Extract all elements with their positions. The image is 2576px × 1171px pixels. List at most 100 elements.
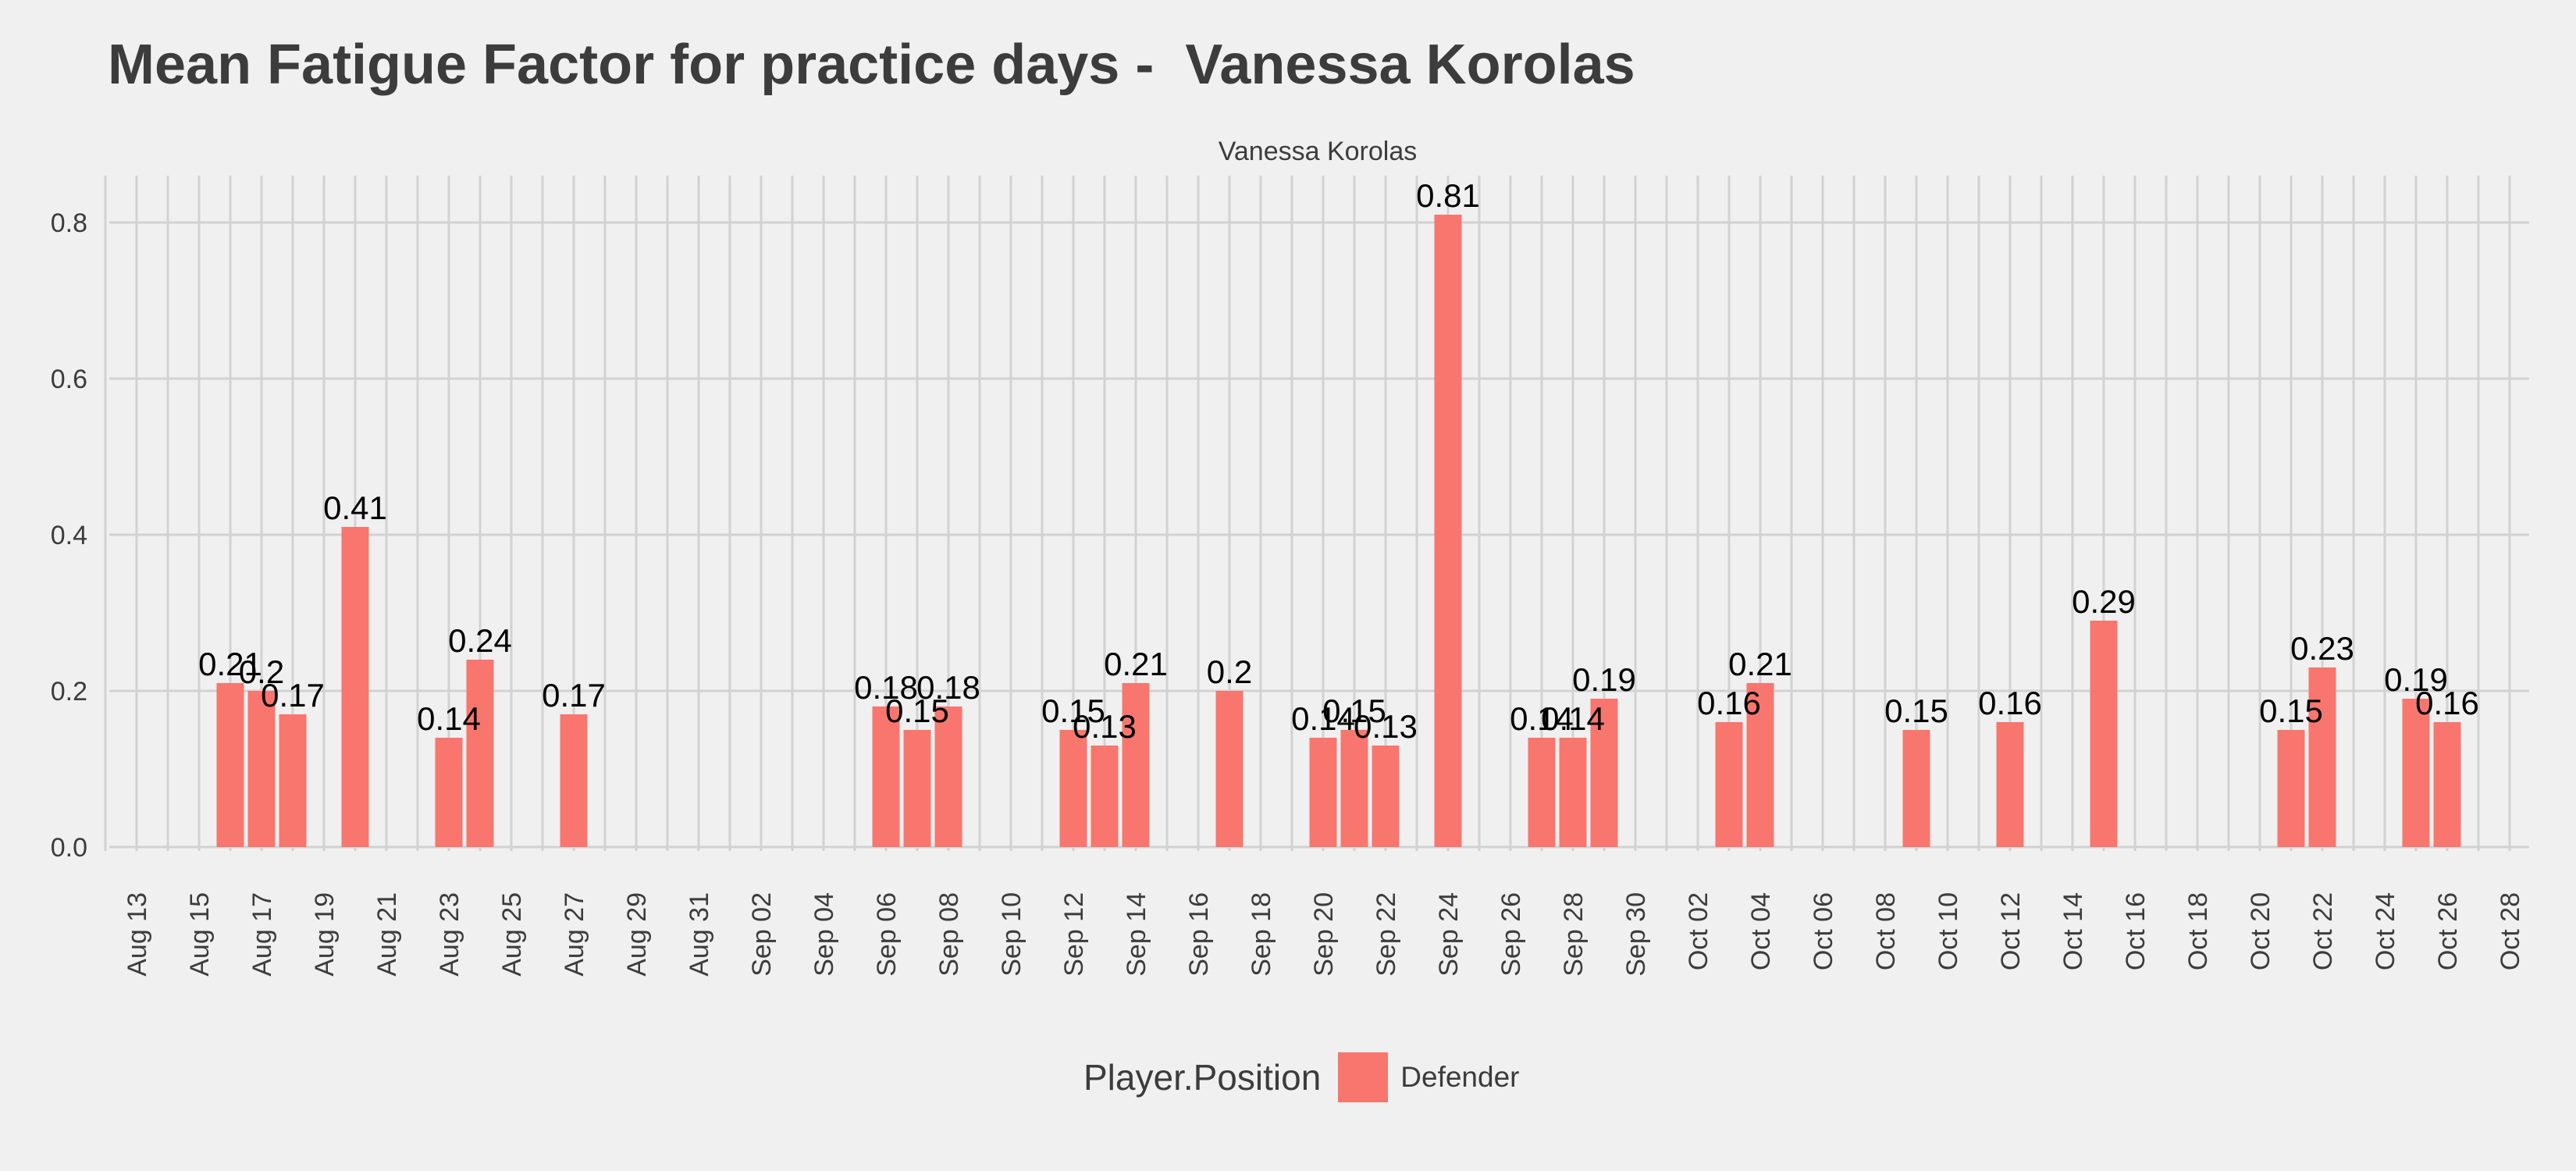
bars (216, 215, 2461, 847)
data-label: 0.15 (1322, 692, 1386, 729)
facet-label: Vanessa Korolas (1219, 137, 1418, 166)
bar (2090, 621, 2118, 847)
x-tick-label: Sep 16 (1184, 892, 1214, 977)
bar (2402, 699, 2430, 847)
bar (560, 714, 588, 847)
bar (1340, 730, 1368, 847)
bar (1528, 738, 1556, 847)
y-tick-label: 0.8 (51, 208, 87, 238)
bar (1309, 738, 1337, 847)
x-tick-label: Aug 29 (622, 892, 652, 977)
bar (435, 738, 463, 847)
data-label: 0.16 (1697, 685, 1761, 721)
x-tick-label: Aug 19 (310, 892, 340, 977)
y-tick-label: 0.4 (51, 521, 87, 550)
data-label: 0.14 (417, 700, 481, 737)
x-tick-label: Aug 27 (560, 892, 589, 977)
x-tick-label: Oct 16 (2121, 892, 2151, 970)
x-tick-label: Aug 17 (247, 892, 277, 977)
x-tick-label: Aug 15 (185, 892, 215, 977)
data-label: 0.14 (1291, 700, 1355, 737)
data-label: 0.18 (854, 669, 918, 706)
bar (1122, 683, 1150, 847)
bar (1996, 722, 2024, 847)
x-tick-label: Oct 08 (1871, 892, 1901, 970)
bar (903, 730, 931, 847)
x-tick-label: Sep 24 (1434, 892, 1464, 977)
x-tick-label: Sep 08 (934, 892, 964, 977)
y-tick-label: 0.6 (51, 365, 87, 394)
y-tick-label: 0.0 (51, 833, 87, 863)
x-tick-label: Sep 06 (872, 892, 902, 977)
x-tick-label: Sep 14 (1122, 892, 1151, 977)
x-tick-label: Oct 26 (2433, 892, 2463, 970)
x-tick-label: Sep 30 (1621, 892, 1651, 977)
bar (216, 683, 244, 847)
x-tick-label: Sep 04 (809, 892, 839, 977)
x-tick-label: Aug 23 (435, 892, 464, 977)
x-tick-label: Oct 28 (2496, 892, 2525, 970)
x-tick-label: Oct 14 (2058, 892, 2088, 970)
data-label: 0.2 (239, 653, 284, 690)
data-label: 0.19 (2384, 661, 2448, 698)
data-label: 0.81 (1416, 177, 1480, 214)
data-label: 0.23 (2290, 630, 2354, 667)
x-tick-label: Oct 24 (2371, 892, 2400, 970)
bar (1059, 730, 1087, 847)
chart-title: Mean Fatigue Factor for practice days - … (108, 34, 1635, 96)
data-label: 0.21 (1104, 646, 1168, 682)
bar (1434, 215, 1462, 847)
x-tick-label: Oct 10 (1934, 892, 1963, 970)
bar (1559, 738, 1587, 847)
data-label: 0.19 (1572, 661, 1636, 698)
bar (466, 660, 494, 847)
x-tick-label: Sep 18 (1247, 892, 1276, 977)
x-tick-label: Sep 12 (1059, 892, 1089, 977)
legend: Player.Position Defender (1083, 1050, 1520, 1105)
bar (1746, 683, 1774, 847)
data-label: 0.24 (448, 622, 512, 659)
x-tick-label: Sep 22 (1372, 892, 1401, 977)
x-tick-label: Oct 02 (1684, 892, 1713, 970)
x-tick-label: Aug 13 (123, 892, 152, 977)
data-label: 0.14 (1510, 700, 1574, 737)
x-tick-label: Oct 20 (2246, 892, 2275, 970)
x-tick-label: Oct 18 (2183, 892, 2213, 970)
bar (1715, 722, 1743, 847)
legend-label-defender: Defender (1400, 1061, 1520, 1093)
data-label: 0.17 (542, 677, 606, 714)
x-tick-label: Aug 31 (685, 892, 714, 977)
data-label: 0.15 (2259, 692, 2323, 729)
y-tick-label: 0.2 (51, 677, 87, 707)
x-tick-label: Sep 02 (747, 892, 777, 977)
bar (2433, 722, 2461, 847)
x-tick-label: Oct 04 (1746, 892, 1776, 970)
data-label: 0.15 (1884, 692, 1948, 729)
bar (1215, 691, 1244, 847)
bar (279, 714, 307, 847)
bar (2308, 667, 2336, 847)
data-label: 0.16 (2415, 685, 2479, 721)
data-label: 0.21 (1728, 646, 1792, 682)
bar (1590, 699, 1618, 847)
bar (1091, 746, 1119, 847)
data-label: 0.29 (2072, 583, 2136, 620)
x-tick-label: Aug 21 (372, 892, 402, 977)
data-label: 0.13 (1354, 708, 1418, 745)
x-tick-label: Oct 22 (2308, 892, 2338, 970)
data-label: 0.21 (198, 646, 262, 682)
data-label: 0.13 (1073, 708, 1137, 745)
data-label: 0.15 (1041, 692, 1105, 729)
y-axis-ticks: 0.0 0.2 0.4 0.6 0.8 (51, 208, 87, 863)
x-axis-ticks: Aug 13 Aug 15 Aug 17 Aug 19 Aug 21 Aug 23 Aug … (123, 892, 2525, 977)
x-tick-label: Aug 25 (497, 892, 527, 977)
bar (872, 707, 900, 847)
x-tick-label: Sep 20 (1309, 892, 1339, 977)
x-tick-label: Sep 10 (997, 892, 1026, 977)
x-tick-label: Oct 06 (1809, 892, 1838, 970)
bar (247, 691, 276, 847)
legend-title: Player.Position (1083, 1057, 1322, 1098)
bar (1902, 730, 1930, 847)
data-label: 0.16 (1978, 685, 2042, 721)
